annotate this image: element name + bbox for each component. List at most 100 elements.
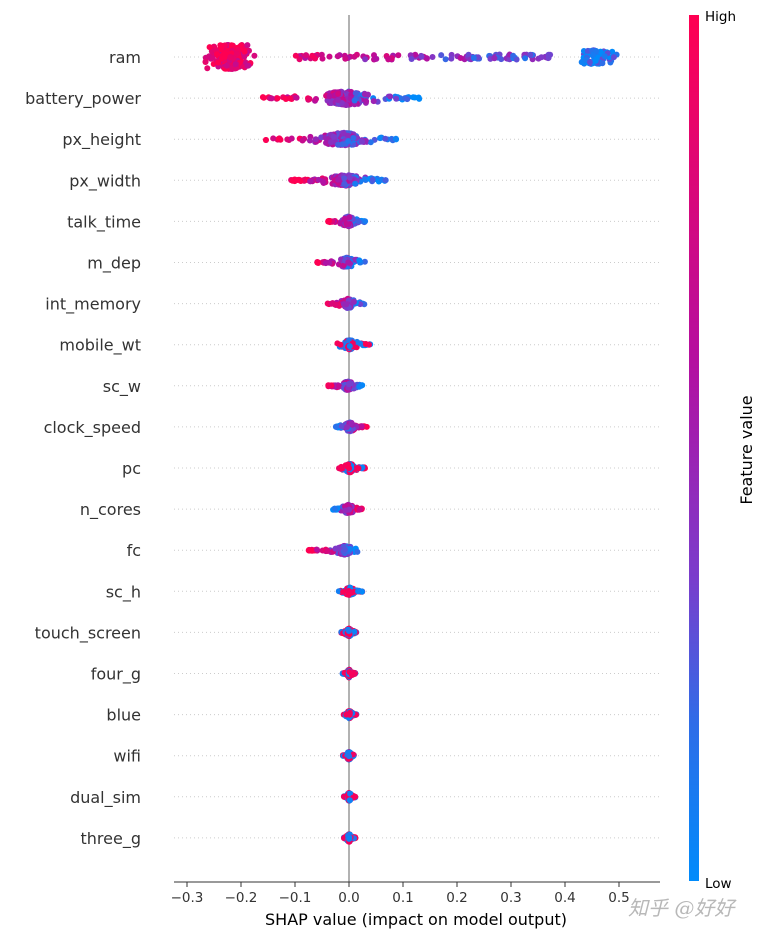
- shap-point: [356, 587, 362, 594]
- shap-point: [274, 95, 281, 102]
- shap-point: [326, 382, 332, 389]
- shap-point: [578, 59, 585, 66]
- shap-point: [362, 341, 369, 347]
- shap-point: [538, 54, 545, 61]
- shap-point: [404, 96, 411, 103]
- shap-point: [361, 176, 368, 183]
- shap-point: [356, 506, 363, 513]
- shap-point: [410, 94, 417, 101]
- x-tick-label: 0.4: [554, 890, 575, 906]
- shap-point: [303, 52, 309, 59]
- shap-point: [350, 298, 357, 305]
- shap-point: [355, 218, 362, 225]
- shap-point: [288, 135, 295, 142]
- shap-point: [334, 53, 341, 60]
- shap-point: [353, 51, 360, 58]
- shap-point: [347, 545, 354, 552]
- shap-point: [350, 135, 357, 141]
- gridlines: [174, 56, 660, 839]
- shap-point: [369, 176, 376, 183]
- shap-point: [326, 53, 333, 60]
- shap-point: [522, 55, 529, 62]
- shap-point: [275, 135, 282, 142]
- shap-point: [346, 835, 353, 842]
- x-ticks: −0.3 −0.2 −0.1 0.0 0.1 0.2 0.3 0.4 0.5: [171, 882, 630, 906]
- x-tick-label: 0.2: [446, 890, 467, 906]
- shap-point: [343, 424, 350, 431]
- shap-point: [244, 42, 251, 49]
- shap-point: [345, 221, 352, 228]
- shap-point: [346, 753, 352, 760]
- shap-point: [202, 58, 209, 65]
- shap-point: [601, 53, 608, 60]
- shap-point: [387, 93, 394, 100]
- shap-point: [233, 50, 240, 57]
- shap-point: [346, 343, 353, 350]
- shap-point: [377, 134, 384, 141]
- shap-point: [227, 54, 234, 61]
- shap-point: [457, 55, 464, 61]
- shap-point: [352, 90, 359, 97]
- shap-point: [346, 381, 352, 388]
- feature-label: talk_time: [67, 212, 141, 232]
- shap-point: [393, 95, 400, 102]
- shap-point: [338, 423, 345, 430]
- shap-point: [340, 262, 347, 269]
- shap-point: [204, 65, 211, 72]
- shap-point: [206, 44, 213, 51]
- shap-point: [395, 52, 402, 59]
- shap-point: [418, 53, 425, 60]
- colorbar-title: Feature value: [737, 395, 756, 504]
- shap-point: [382, 177, 389, 184]
- shap-point: [593, 48, 600, 54]
- shap-point: [228, 42, 235, 49]
- shap-point: [359, 138, 365, 145]
- shap-point: [319, 55, 326, 62]
- feature-label: clock_speed: [44, 418, 141, 438]
- shap-point: [323, 139, 329, 146]
- shap-point: [356, 383, 363, 390]
- x-tick-label: −0.3: [171, 890, 204, 906]
- shap-point: [241, 48, 248, 55]
- shap-point: [345, 591, 352, 598]
- shap-point: [363, 98, 370, 105]
- colorbar-gradient: [689, 15, 699, 881]
- feature-label: n_cores: [80, 500, 141, 520]
- feature-label: touch_screen: [35, 623, 141, 643]
- shap-point: [299, 137, 306, 144]
- shap-point: [470, 55, 477, 61]
- shap-point: [352, 180, 359, 187]
- shap-point: [491, 55, 498, 62]
- shap-point: [345, 628, 352, 634]
- x-axis-title: SHAP value (impact on model output): [265, 910, 567, 929]
- shap-point: [326, 93, 333, 100]
- shap-point: [346, 465, 353, 472]
- x-tick-label: 0.5: [608, 890, 629, 906]
- shap-point: [345, 259, 352, 266]
- shap-point: [348, 671, 355, 678]
- watermark: 知乎 @好好: [628, 896, 737, 920]
- shap-point: [423, 55, 430, 62]
- shap-point: [306, 137, 313, 144]
- shap-point: [415, 94, 422, 101]
- shap-point: [442, 56, 449, 63]
- shap-point: [307, 547, 313, 554]
- shap-point: [330, 133, 337, 140]
- shap-point: [438, 52, 445, 59]
- shap-point: [223, 62, 230, 69]
- feature-label: pc: [122, 459, 141, 478]
- shap-point: [341, 175, 348, 182]
- shap-point: [392, 135, 399, 142]
- feature-label: ram: [109, 48, 141, 67]
- shap-point: [335, 141, 342, 148]
- shap-point: [251, 52, 258, 59]
- shap-point: [412, 51, 419, 58]
- shap-point: [314, 546, 320, 553]
- feature-label: sc_h: [106, 582, 141, 602]
- shap-point: [341, 215, 348, 222]
- shap-point: [318, 134, 325, 141]
- shap-point: [599, 60, 606, 67]
- shap-point: [286, 95, 293, 102]
- shap-point: [340, 588, 347, 595]
- shap-point: [292, 52, 299, 59]
